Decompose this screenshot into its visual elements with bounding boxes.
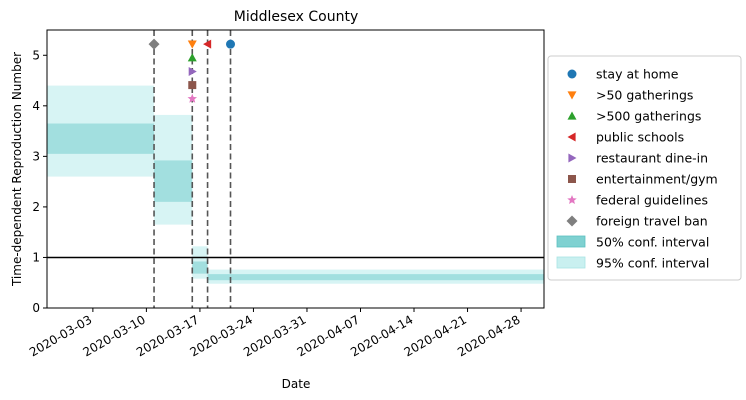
y-tick-label: 3 xyxy=(32,149,40,163)
intervention-markers xyxy=(148,38,236,103)
legend-label: foreign travel ban xyxy=(596,214,708,229)
legend-marker xyxy=(567,69,577,79)
legend-swatch xyxy=(556,256,586,269)
legend-marker xyxy=(566,215,578,227)
legend-label: >50 gatherings xyxy=(596,88,693,103)
legend-label: >500 gatherings xyxy=(596,109,701,124)
intervention-lines xyxy=(153,30,232,308)
legend-marker xyxy=(568,175,576,183)
ci-bands xyxy=(47,85,545,284)
legend-label: restaurant dine-in xyxy=(596,151,708,166)
ci50-band xyxy=(207,274,545,281)
ci50-band xyxy=(192,261,208,274)
legend-label: entertainment/gym xyxy=(596,172,718,187)
y-tick-label: 4 xyxy=(32,99,40,113)
intervention-marker xyxy=(187,40,197,49)
y-tick-label: 1 xyxy=(32,250,40,264)
intervention-marker xyxy=(188,81,197,90)
x-axis-label: Date xyxy=(282,377,311,391)
intervention-marker xyxy=(188,66,197,76)
intervention-marker xyxy=(187,53,197,62)
chart-title: Middlesex County xyxy=(234,9,359,25)
legend: stay at home >50 gatherings >500 gathering… xyxy=(547,55,742,281)
legend-marker xyxy=(567,91,577,100)
y-tick-label: 0 xyxy=(32,301,40,315)
x-axis: 2020-03-032020-03-102020-03-172020-03-24… xyxy=(27,308,523,359)
legend-label: 50% conf. interval xyxy=(596,235,709,250)
legend-label: public schools xyxy=(596,130,684,145)
legend-swatch xyxy=(556,235,586,248)
intervention-marker xyxy=(203,39,212,49)
intervention-marker xyxy=(187,93,198,103)
intervention-marker xyxy=(148,38,160,50)
y-axis-label: Time-dependent Reproduction Number xyxy=(10,52,24,287)
ci50-band xyxy=(47,123,155,154)
legend-marker xyxy=(567,111,577,120)
intervention-marker xyxy=(226,39,236,49)
ci50-band xyxy=(154,160,193,202)
legend-box xyxy=(547,55,742,281)
y-tick-label: 5 xyxy=(32,48,40,62)
y-tick-label: 2 xyxy=(32,200,40,214)
legend-marker xyxy=(568,153,577,163)
legend-label: federal guidelines xyxy=(596,193,708,208)
plot-frame xyxy=(46,29,545,309)
legend-marker xyxy=(567,132,576,142)
legend-label: 95% conf. interval xyxy=(596,256,709,271)
legend-marker xyxy=(567,195,577,205)
y-axis: 0 1 2 3 4 5 xyxy=(32,48,47,315)
legend-label: stay at home xyxy=(596,67,679,82)
